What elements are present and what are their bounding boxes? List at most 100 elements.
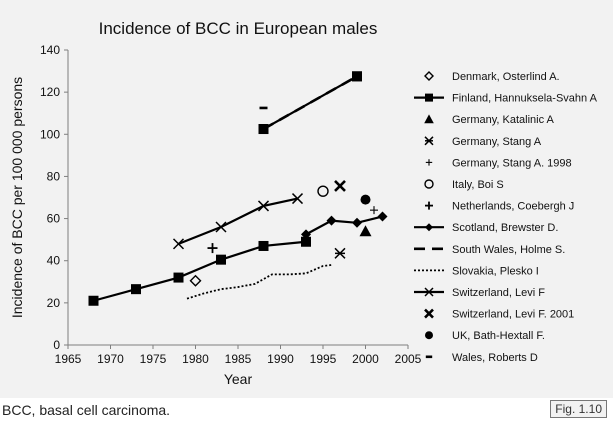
- series-point-7: [352, 217, 362, 228]
- series-point-10: [172, 238, 185, 250]
- series-line-9: [186, 264, 332, 300]
- legend-entry-4: Germany, Stang A. 1998: [452, 157, 572, 169]
- series-point-12: [360, 194, 371, 205]
- main-series-point: [173, 272, 184, 283]
- series-point-1: [352, 71, 362, 82]
- x-tick-label: 2005: [395, 352, 422, 366]
- diamond-marker: [377, 211, 388, 222]
- figure-panel: [0, 0, 613, 398]
- x-marker-stroke: [424, 287, 434, 297]
- chart: Incidence of BCC in European males Year In…: [9, 19, 598, 387]
- x-tick-label: 1995: [310, 352, 337, 366]
- legend-marker-7: [425, 223, 433, 232]
- main-series-line: [93, 240, 307, 302]
- y-tick-label: 60: [47, 212, 61, 226]
- legend-marker-3: [424, 136, 434, 146]
- main-series-point: [88, 295, 99, 306]
- series-line-1: [262, 75, 358, 130]
- x-tick-label: 1980: [182, 352, 209, 366]
- x-marker-stroke: [334, 179, 346, 192]
- x-axis-label: Year: [224, 371, 253, 387]
- diamond-marker: [425, 223, 433, 232]
- legend-entry-5: Italy, Boi S: [452, 179, 504, 191]
- series-line-10: [178, 197, 298, 245]
- series-point-7: [377, 211, 388, 222]
- legend-entry-2: Germany, Katalinic A: [452, 114, 555, 126]
- figure-caption: BCC, basal cell carcinoma.: [2, 402, 171, 418]
- y-tick-label: 80: [47, 169, 61, 183]
- series-point-6: [207, 243, 218, 254]
- series-point-10: [291, 193, 304, 205]
- series-point-4: [370, 206, 378, 215]
- legend-marker-1: [425, 93, 433, 102]
- series-line-7: [305, 215, 383, 236]
- series-point-2: [359, 225, 372, 237]
- square-marker: [216, 254, 226, 265]
- diamond-marker: [352, 217, 362, 228]
- diamond-marker: [301, 229, 311, 240]
- series-point-0: [189, 274, 202, 287]
- chart-title: Incidence of BCC in European males: [99, 19, 378, 38]
- x-marker-stroke: [424, 308, 434, 319]
- open-diamond-marker: [424, 71, 434, 81]
- diamond-marker: [326, 215, 337, 226]
- legend-marker-12: [425, 331, 433, 340]
- legend-marker-2: [424, 114, 434, 124]
- legend-marker-4: [425, 159, 433, 166]
- x-marker-stroke: [215, 221, 227, 233]
- x-tick-label: 2000: [352, 352, 379, 366]
- y-tick-label: 20: [47, 296, 61, 310]
- square-marker: [352, 71, 362, 82]
- legend-entry-9: Slovakia, Plesko I: [452, 265, 539, 277]
- legend-entry-11: Switzerland, Levi F. 2001: [452, 309, 574, 321]
- legend-entry-10: Switzerland, Levi F: [452, 287, 545, 299]
- circle-marker: [425, 331, 433, 340]
- series-point-7: [326, 215, 337, 226]
- square-marker: [258, 124, 269, 135]
- legend-entry-8: South Wales, Holme S.: [452, 244, 565, 256]
- triangle-marker: [359, 225, 372, 237]
- series-point-10: [257, 200, 270, 212]
- y-axis-label: Incidence of BCC per 100 000 persons: [9, 77, 25, 318]
- legend-marker-0: [424, 71, 434, 81]
- open-diamond-marker: [189, 274, 202, 287]
- square-marker: [301, 236, 311, 247]
- legend-entry-7: Scotland, Brewster D.: [452, 222, 558, 234]
- y-tick-label: 40: [47, 254, 61, 268]
- y-tick-label: 100: [40, 127, 60, 141]
- main-series-point: [131, 284, 141, 295]
- x-tick-label: 1990: [267, 352, 294, 366]
- series-point-10: [215, 221, 227, 233]
- x-marker-stroke: [257, 200, 270, 212]
- x-marker-stroke: [291, 193, 304, 205]
- series-point-3: [334, 247, 346, 259]
- legend-entry-6: Netherlands, Coebergh J: [452, 201, 574, 213]
- x-tick-label: 1965: [55, 352, 82, 366]
- figure-number-label: Fig. 1.10: [550, 400, 607, 418]
- main-series-point: [301, 236, 311, 247]
- main-series-point: [258, 240, 269, 251]
- legend-marker-5: [424, 179, 434, 189]
- x-tick-label: 1985: [225, 352, 252, 366]
- open-circle-marker: [424, 179, 434, 189]
- series-point-11: [334, 179, 346, 192]
- x-marker-stroke: [172, 238, 185, 250]
- legend-entry-13: Wales, Roberts D: [452, 352, 538, 364]
- y-tick-label: 0: [53, 338, 60, 352]
- main-series-point: [216, 254, 226, 265]
- square-marker: [173, 272, 184, 283]
- square-marker: [258, 240, 269, 251]
- legend-marker-6: [425, 201, 433, 210]
- series-point-1: [258, 124, 269, 135]
- series-point-7: [301, 229, 311, 240]
- series-point-5: [317, 185, 329, 197]
- legend-marker-10: [424, 287, 434, 297]
- square-marker: [88, 295, 99, 306]
- legend-entry-0: Denmark, Osterlind A.: [452, 71, 560, 83]
- x-tick-label: 1975: [140, 352, 167, 366]
- triangle-marker: [424, 114, 434, 124]
- legend-entry-3: Germany, Stang A: [452, 136, 542, 148]
- legend-entry-1: Finland, Hannuksela-Svahn A: [452, 93, 598, 105]
- legend-marker-11: [424, 308, 434, 319]
- square-marker: [425, 93, 433, 102]
